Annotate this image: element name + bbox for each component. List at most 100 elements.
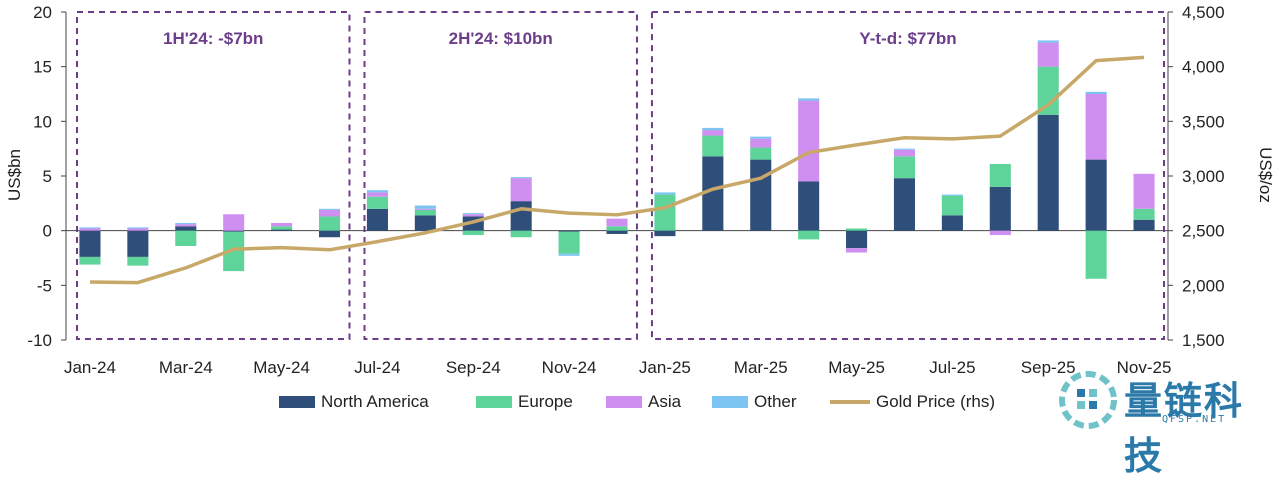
europe-swatch (476, 396, 512, 408)
legend-other: Other (712, 392, 797, 412)
y-tick-label: 10 (33, 112, 52, 131)
y-right-tick-label: 2,500 (1182, 222, 1225, 241)
bar-segment (893, 149, 916, 157)
bar-segment (989, 230, 1011, 236)
bar-segment (1037, 42, 1059, 67)
bar-segment (846, 228, 868, 231)
x-tick-label: Mar-24 (159, 358, 213, 377)
bar-segment (606, 218, 628, 227)
bar-segment (702, 130, 724, 136)
x-tick-label: Sep-24 (446, 358, 501, 377)
bar-segment (989, 163, 1011, 187)
bar-segment (941, 215, 963, 231)
bar-segment (1085, 230, 1107, 279)
bar-segment (127, 230, 149, 257)
bar-segment (79, 227, 101, 229)
y-right-tick-label: 1,500 (1182, 331, 1225, 350)
bar-segment (654, 194, 676, 231)
watermark-text: 量链科技 (1124, 379, 1245, 478)
bar-segment (318, 208, 341, 210)
legend: North America Europe Asia Other Gold Pri… (0, 388, 1280, 418)
bar-segment (798, 181, 820, 231)
bar-segment (79, 256, 101, 265)
bar-segment (702, 127, 724, 131)
bar-segment (1037, 114, 1059, 231)
bar-segment (510, 177, 532, 179)
legend-north-america: North America (279, 392, 429, 412)
bar-segment (1085, 159, 1107, 231)
bar-segment (127, 227, 149, 229)
bar-segment (1085, 91, 1107, 94)
legend-label: Other (754, 392, 797, 411)
tick-labels: -10 -5 0 5 10 15 20 1,500 2,000 2,500 3,000 3,500 4,… (27, 3, 1224, 377)
bar-segment (366, 208, 388, 231)
x-tick-label: Nov-25 (1117, 358, 1172, 377)
bar-segment (606, 230, 628, 234)
x-tick-label: May-24 (253, 358, 310, 377)
bar-segment (750, 138, 772, 148)
y-tick-label: 15 (33, 58, 52, 77)
x-tick-label: Nov-24 (542, 358, 597, 377)
bar-segment (893, 178, 916, 231)
bar-segment (702, 135, 724, 157)
bar-segment (366, 192, 388, 197)
y-right-tick-label: 4,500 (1182, 3, 1225, 22)
bar-segment (366, 190, 388, 193)
bar-segment (414, 205, 436, 209)
bar-segment (941, 194, 963, 196)
annotation-box (650, 11, 1165, 340)
bar-segment (366, 196, 388, 209)
y-right-tick-label: 3,000 (1182, 167, 1225, 186)
bar-segment (654, 192, 676, 195)
bar-segment (510, 178, 532, 202)
annotation-label: Y-t-d: $77bn (859, 29, 956, 48)
north-america-swatch (279, 396, 315, 408)
watermark-logo-icon (1059, 371, 1117, 429)
y-tick-label: 5 (43, 167, 52, 186)
legend-label: Europe (518, 392, 573, 411)
y-tick-label: 0 (43, 222, 52, 241)
bar-segment (175, 226, 197, 231)
bar-segment (462, 214, 484, 217)
bar-segment (510, 230, 532, 238)
bar-segment (414, 208, 436, 210)
bar-segment (175, 223, 197, 225)
legend-gold-price: Gold Price (rhs) (830, 392, 995, 412)
bar-segment (175, 224, 197, 227)
bar-segment (1037, 66, 1059, 115)
bar-segment (989, 186, 1011, 231)
x-tick-label: Jan-24 (64, 358, 116, 377)
bar-segment (271, 229, 293, 231)
y-tick-label: -10 (27, 331, 52, 350)
bar-segment (798, 230, 820, 240)
bar-segment (558, 231, 580, 254)
y-right-tick-label: 4,000 (1182, 58, 1225, 77)
bar-segment (1037, 40, 1059, 43)
x-tick-label: Mar-25 (734, 358, 788, 377)
bar-segment (750, 159, 772, 231)
bar-segment (462, 230, 484, 236)
asia-swatch (606, 396, 642, 408)
watermark-subtext: QFSP.NET (1162, 414, 1227, 425)
annotation-label: 1H'24: -$7bn (163, 29, 263, 48)
annotation-label: 2H'24: $10bn (449, 29, 553, 48)
bar-segment (1085, 94, 1107, 160)
x-tick-label: May-25 (828, 358, 885, 377)
bar-segment (702, 156, 724, 231)
legend-label: Gold Price (rhs) (876, 392, 996, 411)
bar-segment (558, 230, 580, 232)
period-annotations: 1H'24: -$7bn 2H'24: $10bn Y-t-d: $77bn (76, 11, 1165, 340)
y-tick-label: 20 (33, 3, 52, 22)
bar-segment (654, 230, 676, 237)
legend-asia: Asia (606, 392, 681, 412)
other-swatch (712, 396, 748, 408)
bar-segment (414, 209, 436, 216)
bar-segment (893, 156, 916, 179)
bar-segment (414, 215, 436, 231)
bar-segment (271, 223, 293, 227)
bar-segment (127, 228, 149, 231)
bar-segment (1133, 208, 1155, 220)
y-right-tick-label: 2,000 (1182, 276, 1225, 295)
y-tick-label: -5 (37, 276, 52, 295)
bar-segment (798, 100, 820, 182)
